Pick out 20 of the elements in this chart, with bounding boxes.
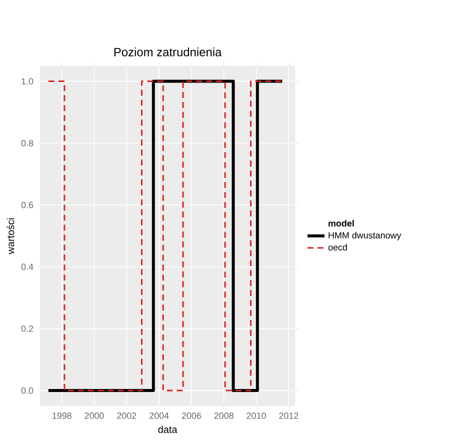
x-tick-label: 2002 [117, 412, 136, 419]
y-tick-label: 0.8 [21, 140, 34, 146]
x-tick-label: 1998 [52, 412, 72, 419]
chart-title: Poziom zatrudnienia [114, 48, 222, 56]
x-tick-label: 2008 [214, 412, 234, 419]
x-tick-label: 2010 [246, 412, 266, 419]
x-tick-label: 2000 [84, 412, 104, 419]
y-axis-title: wartości [6, 218, 14, 254]
y-tick-label: 0.0 [21, 387, 34, 394]
y-tick-label: 0.2 [21, 326, 34, 332]
y-tick-label: 1.0 [22, 78, 34, 84]
legend-title: model [328, 220, 354, 227]
x-tick-label: 2004 [150, 412, 169, 419]
legend-label: oecd [328, 244, 347, 250]
x-axis-title: data [158, 426, 178, 434]
legend-label: HMM dwustanowy [328, 232, 402, 240]
x-tick-label: 2006 [182, 412, 202, 419]
y-tick-label: 0.6 [21, 202, 34, 208]
x-tick-label: 2012 [279, 412, 298, 419]
y-tick-label: 0.4 [21, 264, 34, 270]
